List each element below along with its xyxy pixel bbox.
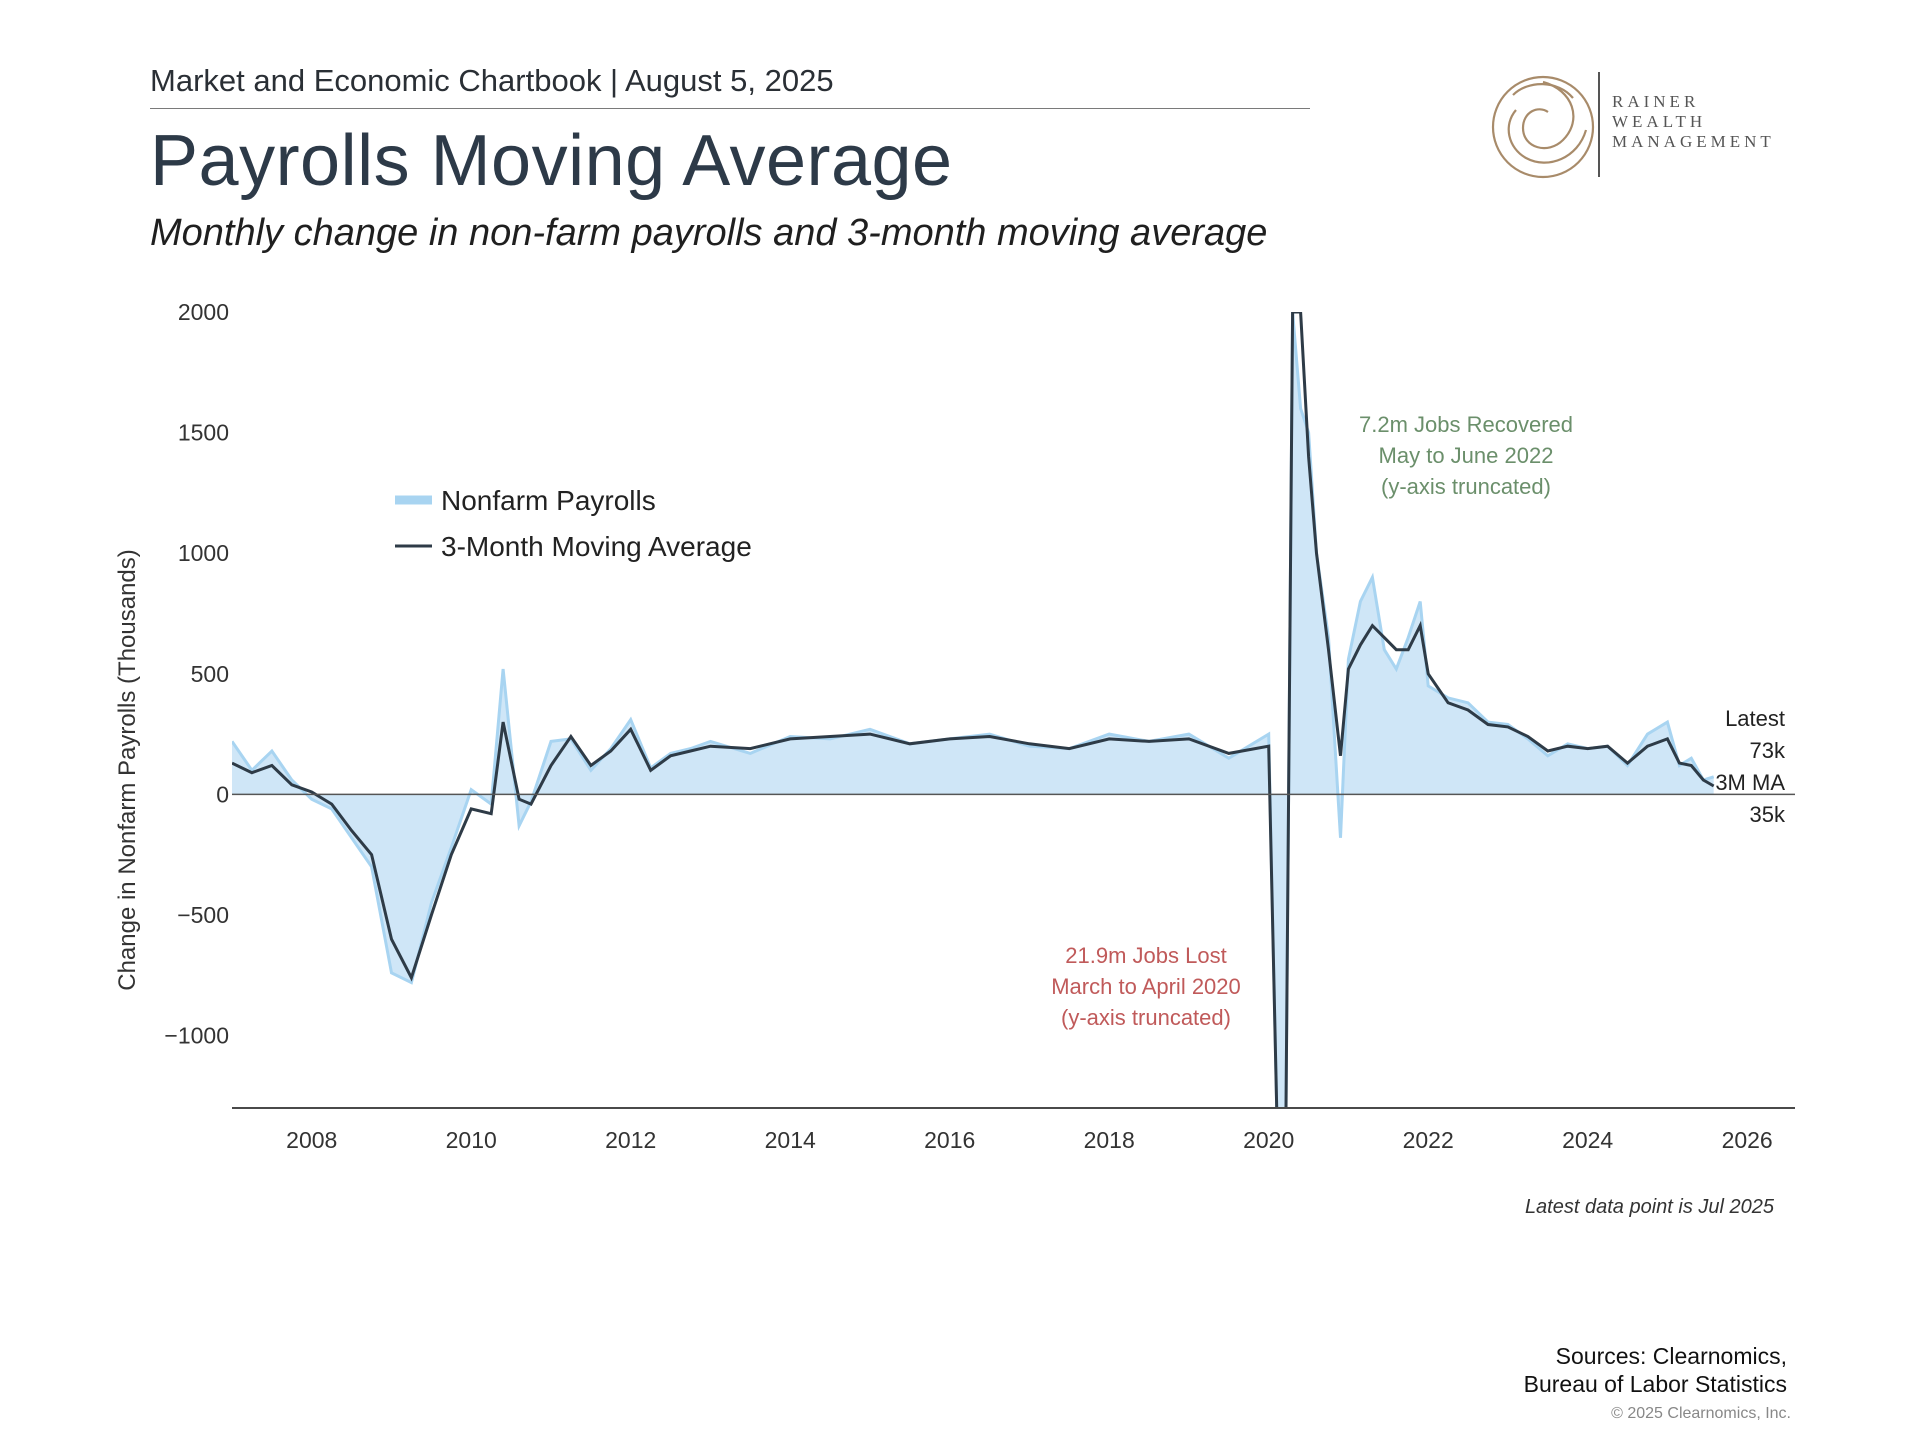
moving-average-series-line	[232, 312, 1715, 1108]
sources-line-2: Bureau of Labor Statistics	[1523, 1371, 1787, 1397]
latest-value-annotation: 35k	[1750, 802, 1786, 827]
y-tick-label: 0	[216, 781, 229, 807]
y-tick-label: 500	[191, 661, 229, 687]
chartbook-header: Market and Economic Chartbook | August 5…	[150, 63, 834, 98]
y-tick-label: 2000	[178, 299, 229, 325]
logo-wordmark: RAINER WEALTH MANAGEMENT	[1612, 92, 1775, 152]
page-subtitle: Monthly change in non-farm payrolls and …	[150, 212, 1268, 254]
copyright: © 2025 Clearnomics, Inc.	[1611, 1405, 1791, 1422]
x-tick-label: 2024	[1562, 1127, 1613, 1153]
logo-divider	[1598, 72, 1600, 177]
x-tick-label: 2020	[1243, 1127, 1294, 1153]
legend-label-payrolls: Nonfarm Payrolls	[441, 485, 656, 516]
jobs-recovered-annotation: 7.2m Jobs Recovered	[1359, 412, 1573, 437]
sources-note: Sources: Clearnomics, Bureau of Labor St…	[1524, 1342, 1787, 1398]
jobs-lost-annotation: (y-axis truncated)	[1061, 1005, 1231, 1030]
payrolls-area	[232, 312, 1714, 1108]
logo-line-2: WEALTH	[1612, 112, 1707, 131]
latest-data-footnote: Latest data point is Jul 2025	[1524, 1196, 1774, 1218]
rainer-logo-icon	[1491, 75, 1595, 179]
y-tick-label: −500	[177, 902, 229, 928]
y-tick-label: −1000	[164, 1023, 229, 1049]
x-tick-label: 2018	[1084, 1127, 1135, 1153]
header-divider	[150, 108, 1310, 109]
legend-label-moving-average: 3-Month Moving Average	[441, 531, 752, 562]
x-tick-label: 2026	[1722, 1127, 1773, 1153]
latest-value-annotation: Latest	[1725, 706, 1785, 731]
latest-value-annotation: 3M MA	[1715, 770, 1785, 795]
logo-line-3: MANAGEMENT	[1612, 132, 1775, 151]
y-tick-label: 1000	[178, 540, 229, 566]
y-axis-label: Change in Nonfarm Payrolls (Thousands)	[114, 549, 141, 991]
x-tick-label: 2012	[605, 1127, 656, 1153]
jobs-lost-annotation: March to April 2020	[1051, 974, 1241, 999]
x-tick-label: 2016	[924, 1127, 975, 1153]
x-tick-label: 2022	[1403, 1127, 1454, 1153]
latest-value-annotation: 73k	[1750, 738, 1786, 763]
jobs-recovered-annotation: May to June 2022	[1379, 443, 1554, 468]
sources-line-1: Sources: Clearnomics,	[1555, 1343, 1787, 1369]
jobs-lost-annotation: 21.9m Jobs Lost	[1065, 943, 1226, 968]
y-tick-label: 1500	[178, 420, 229, 446]
page-title: Payrolls Moving Average	[150, 121, 953, 201]
x-tick-label: 2010	[446, 1127, 497, 1153]
x-tick-label: 2008	[286, 1127, 337, 1153]
x-tick-label: 2014	[765, 1127, 816, 1153]
jobs-recovered-annotation: (y-axis truncated)	[1381, 474, 1551, 499]
logo-line-1: RAINER	[1612, 92, 1700, 111]
